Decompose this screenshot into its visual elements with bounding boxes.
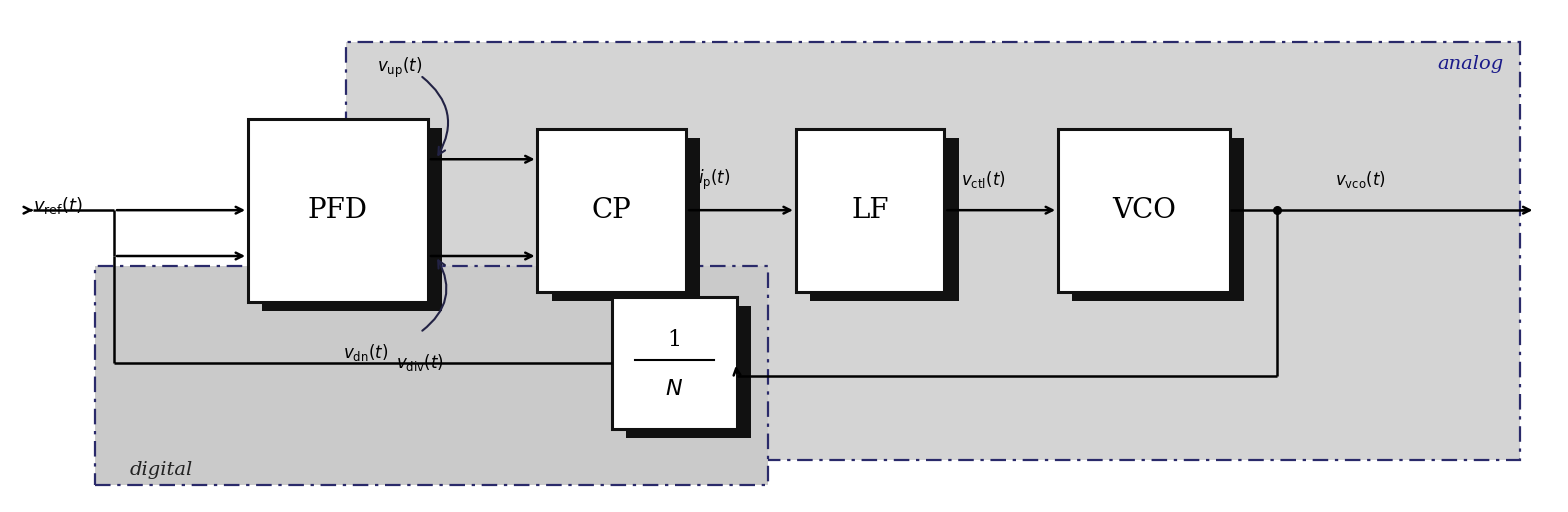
Bar [1058, 129, 1229, 292]
Text: $v_{\mathrm{div}}(t)$: $v_{\mathrm{div}}(t)$ [397, 352, 444, 373]
Bar [345, 42, 1519, 460]
Text: $v_{\mathrm{ctl}}(t)$: $v_{\mathrm{ctl}}(t)$ [961, 169, 1005, 190]
Bar [248, 118, 428, 302]
Text: VCO: VCO [1112, 197, 1176, 224]
Bar [552, 138, 701, 301]
Bar [626, 306, 751, 438]
Text: $v_{\mathrm{up}}(t)$: $v_{\mathrm{up}}(t)$ [376, 55, 422, 80]
Text: $i_{\mathrm{p}}(t)$: $i_{\mathrm{p}}(t)$ [698, 167, 731, 191]
Text: digital: digital [130, 460, 193, 479]
FancyArrowPatch shape [422, 77, 448, 155]
Bar [96, 266, 768, 485]
Bar [538, 129, 687, 292]
Text: $v_{\mathrm{dn}}(t)$: $v_{\mathrm{dn}}(t)$ [342, 342, 387, 363]
Bar [1073, 138, 1243, 301]
Text: 1: 1 [668, 329, 682, 351]
Bar [612, 297, 737, 429]
Text: $v_{\mathrm{ref}}(t)$: $v_{\mathrm{ref}}(t)$ [33, 195, 83, 216]
FancyArrowPatch shape [422, 261, 447, 331]
Bar [262, 127, 442, 311]
Bar [809, 138, 958, 301]
Text: analog: analog [1438, 55, 1504, 73]
Text: PFD: PFD [307, 197, 368, 224]
Text: $N$: $N$ [665, 378, 684, 400]
Text: $v_{\mathrm{vco}}(t)$: $v_{\mathrm{vco}}(t)$ [1334, 169, 1386, 190]
Bar [795, 129, 944, 292]
Text: CP: CP [593, 197, 632, 224]
Text: LF: LF [851, 197, 889, 224]
